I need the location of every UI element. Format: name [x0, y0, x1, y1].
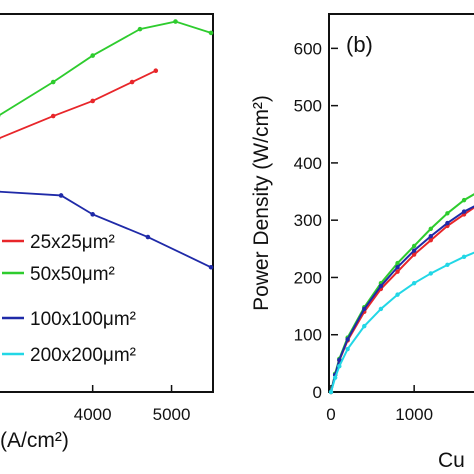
- panel-a-data-point: [145, 234, 151, 240]
- panel-b-data-point: [395, 269, 400, 274]
- panel-b-data-point: [461, 209, 467, 214]
- legend: 25x25μm² 50x50μm² 100x100μm² 200x200μm²: [2, 232, 136, 366]
- panel-b-data-point: [378, 306, 384, 312]
- panel-b-y-ticks: 0 100 200 300 400 500 600: [294, 39, 338, 402]
- panel-a-x-tick-label: 5000: [153, 405, 191, 424]
- panel-b-data-point: [395, 292, 400, 297]
- panel-a-x-tick-label: 4000: [74, 405, 112, 424]
- panel-a: 4000 5000 (A/cm²) 25x25μm² 50x50μm² 100x1…: [0, 13, 214, 452]
- panel-b-series: [328, 193, 474, 395]
- panel-b-y-tick-label: 100: [294, 326, 322, 345]
- panel-a-data-point: [208, 264, 214, 270]
- panel-b-data-point: [395, 264, 400, 270]
- panel-b-data-point: [411, 248, 417, 253]
- legend-label-100x100: 100x100μm²: [30, 309, 136, 330]
- panel-b-data-point: [362, 323, 367, 329]
- panel-a-data-point: [173, 19, 178, 24]
- legend-label-200x200: 200x200μm²: [30, 345, 136, 366]
- panel-a-series: [0, 19, 214, 270]
- panel-a-data-point: [153, 68, 159, 73]
- panel-b-data-point: [395, 260, 400, 266]
- panel-b-y-tick-label: 200: [294, 268, 322, 287]
- panel-a-data-point: [90, 98, 95, 104]
- panel-b-data-point: [378, 283, 384, 289]
- panel-b-data-point: [345, 337, 350, 342]
- panel-b-data-point: [428, 226, 433, 231]
- panel-b-data-point: [362, 306, 367, 312]
- panel-a-frame: [0, 13, 214, 393]
- panel-b-y-tick-label: 300: [294, 211, 322, 230]
- legend-label-25x25: 25x25μm²: [30, 232, 115, 253]
- panel-b-y-tick-label: 600: [294, 39, 322, 58]
- legend-label-50x50: 50x50μm²: [30, 264, 115, 285]
- panel-a-data-point: [50, 79, 56, 85]
- panel-b-series-line-3: [330, 251, 474, 393]
- panel-b-data-point: [428, 238, 433, 243]
- panel-b-data-point: [411, 252, 417, 257]
- panel-a-data-point: [50, 113, 56, 119]
- panel-a-x-axis-label: (A/cm²): [0, 429, 69, 452]
- panel-a-data-point: [58, 193, 64, 198]
- panel-b-series-line-2: [330, 205, 474, 393]
- panel-b-data-point: [345, 346, 350, 352]
- panel-b-data-point: [328, 389, 334, 395]
- panel-b-frame: [328, 13, 474, 393]
- panel-b-label: (b): [346, 32, 373, 57]
- panel-a-data-point: [129, 79, 135, 85]
- panel-b-y-tick-label: 0: [313, 383, 322, 402]
- panel-b-data-point: [461, 197, 467, 203]
- panel-b: (b) 0 100 200 300 400 500 600 0 1000 Power Dens…: [250, 13, 474, 472]
- panel-b-x-axis-label: Cu: [438, 449, 465, 472]
- panel-b-data-point: [445, 262, 450, 268]
- panel-b-data-point: [337, 364, 342, 369]
- panel-a-data-point: [137, 26, 143, 32]
- panel-b-data-point: [445, 220, 450, 226]
- panel-a-data-point: [90, 53, 95, 58]
- panel-b-data-point: [332, 375, 338, 380]
- panel-a-x-ticks: 4000 5000: [74, 385, 191, 424]
- panel-b-data-point: [461, 254, 467, 260]
- panel-b-data-point: [428, 234, 433, 239]
- panel-b-y-tick-label: 500: [294, 97, 322, 116]
- panel-b-y-axis-label: Power Density (W/cm²): [250, 95, 273, 311]
- panel-b-data-point: [411, 243, 417, 249]
- panel-a-data-point: [90, 212, 95, 217]
- panel-b-data-point: [445, 211, 450, 216]
- panel-b-y-tick-label: 400: [294, 154, 322, 173]
- panel-b-x-tick-label: 0: [326, 405, 335, 424]
- panel-b-data-point: [337, 357, 342, 363]
- panel-b-data-point: [428, 271, 433, 276]
- panel-b-series-line-0: [330, 206, 474, 393]
- panel-b-data-point: [411, 280, 417, 286]
- panel-a-series-line-2: [0, 190, 212, 269]
- panel-a-series-line-1: [0, 20, 212, 116]
- panel-b-x-ticks: 0 1000: [326, 385, 433, 424]
- panel-a-data-point: [208, 30, 214, 36]
- panel-b-x-tick-label: 1000: [395, 405, 433, 424]
